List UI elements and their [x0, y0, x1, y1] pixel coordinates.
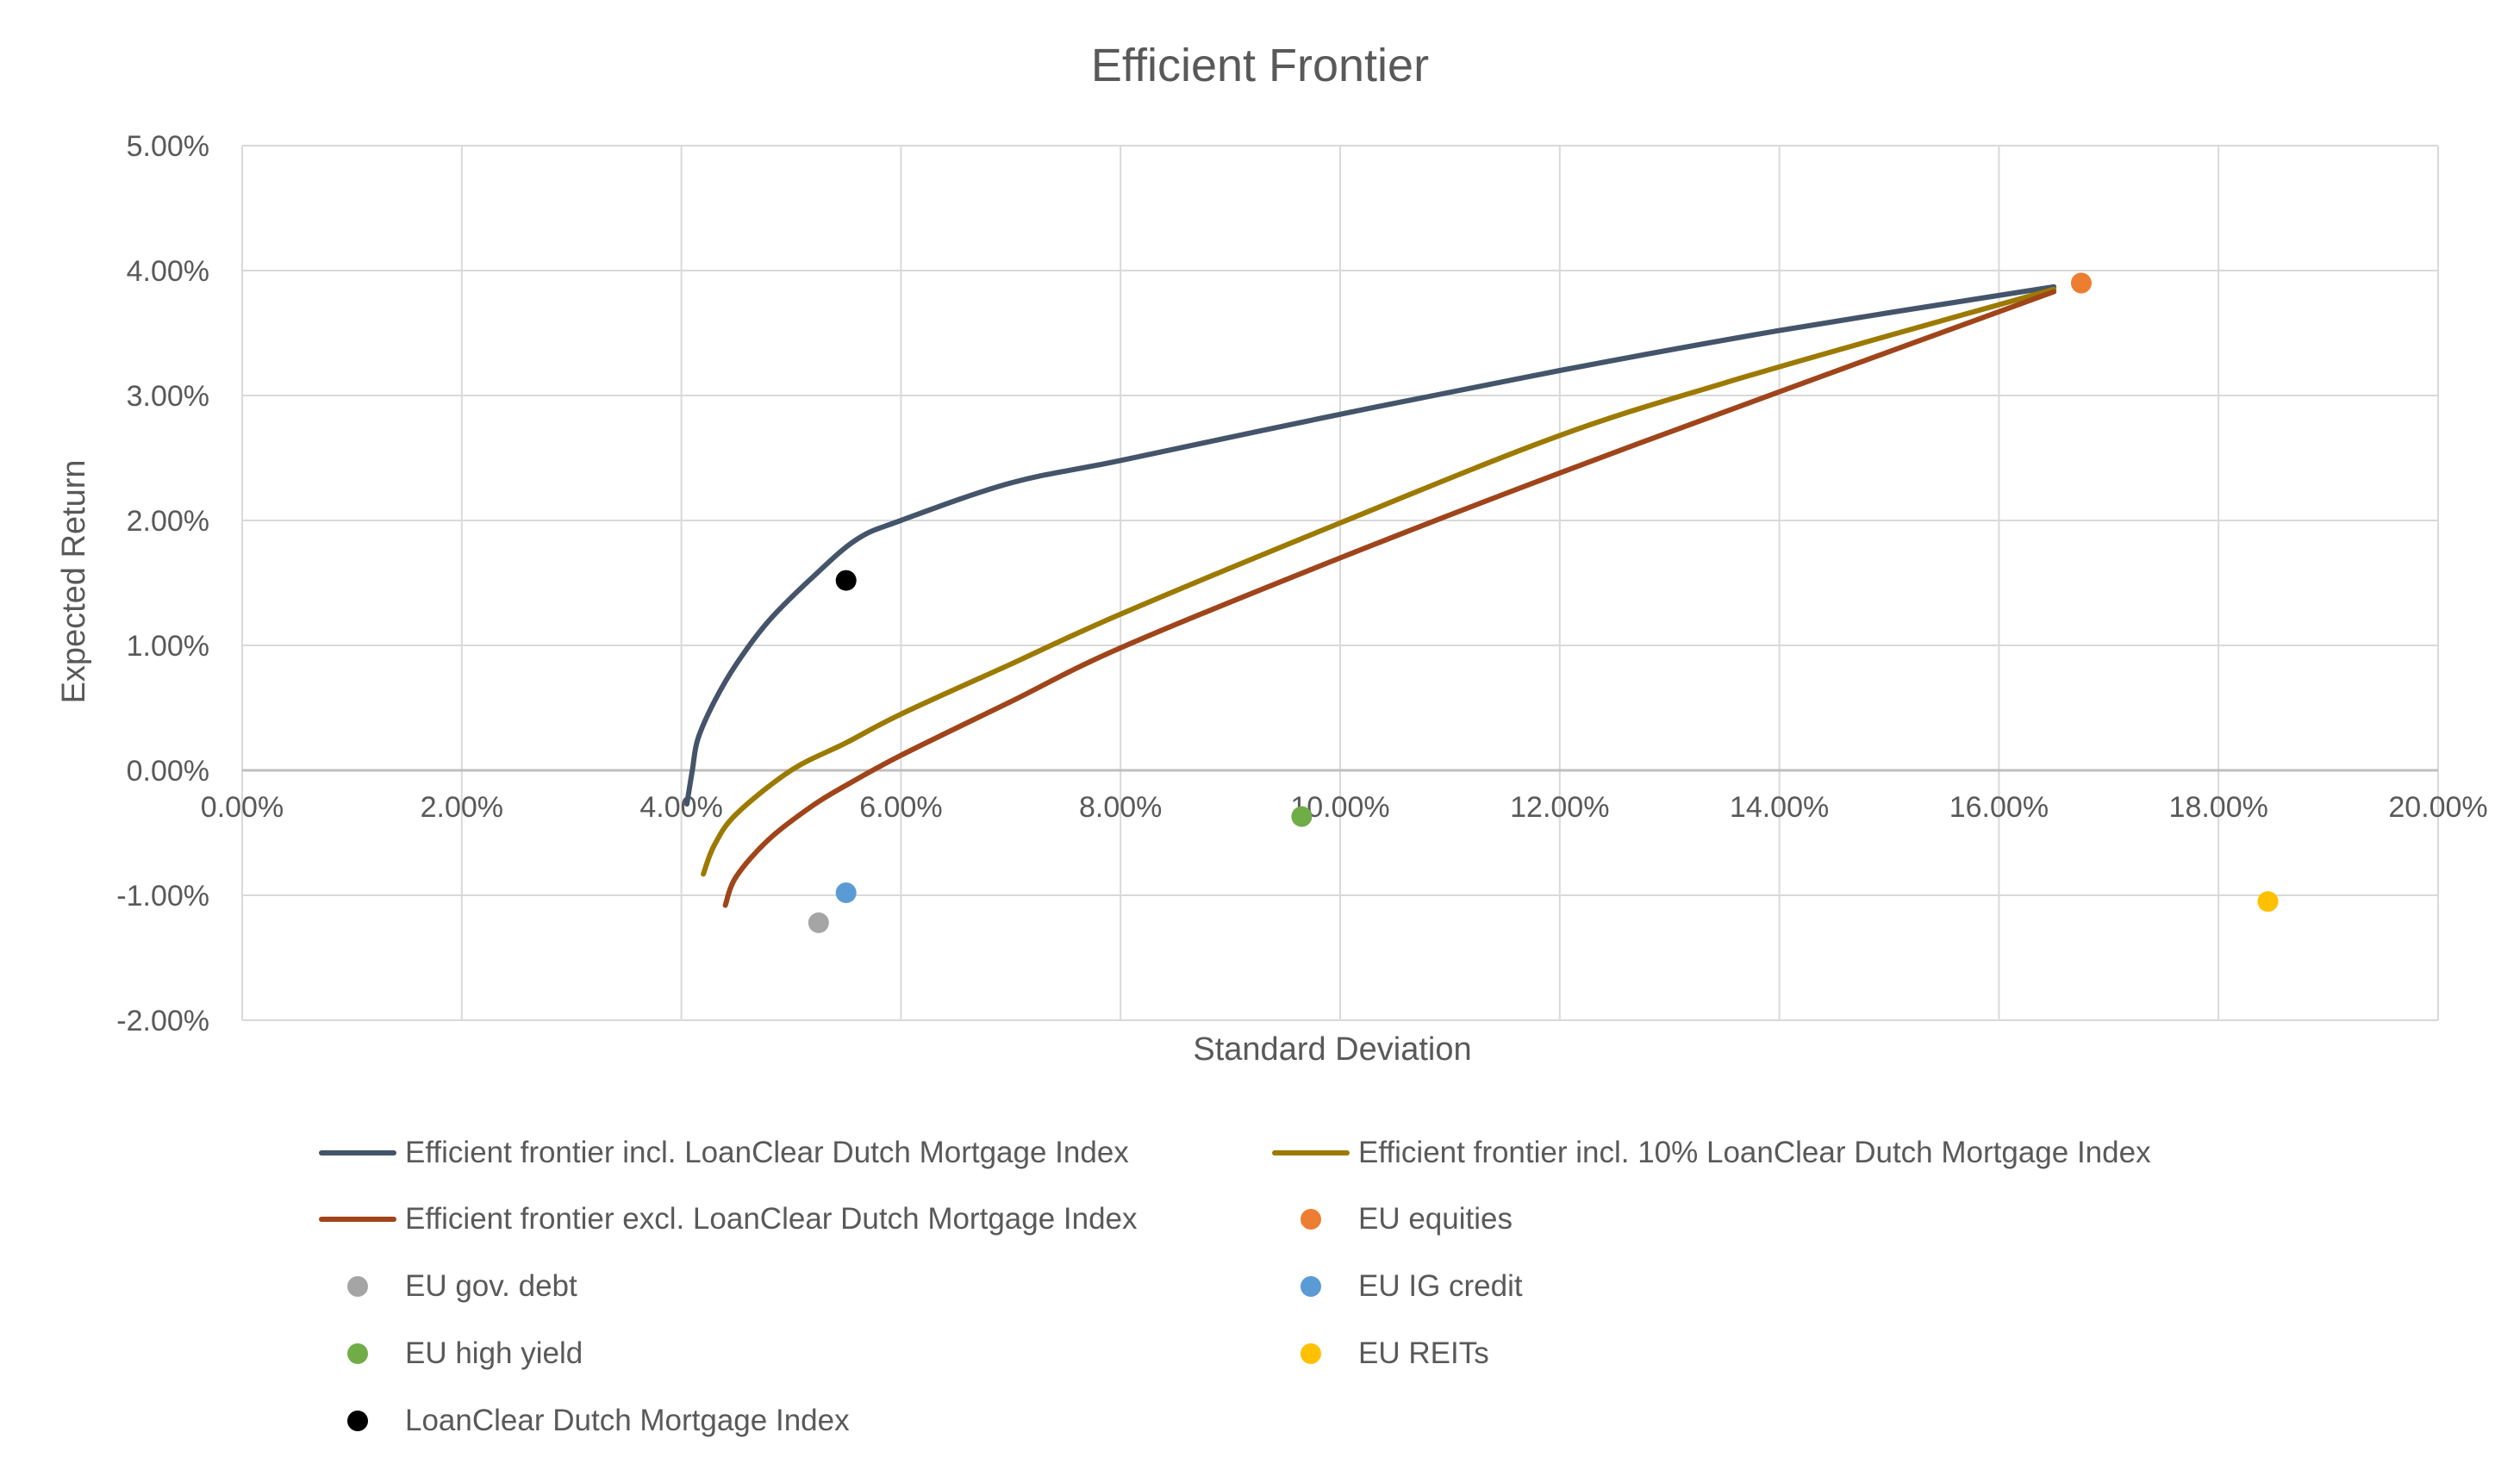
x-tick-label: 18.00%: [2169, 791, 2268, 824]
y-tick-label: 5.00%: [127, 130, 209, 163]
y-tick-label: 3.00%: [127, 380, 209, 413]
x-tick-label: 4.00%: [639, 791, 722, 824]
data-point-8: [835, 570, 857, 591]
data-point-3: [2070, 272, 2092, 294]
axis-ticks: 0.00% 2.00% 4.00% 6.00% 8.00% 10.00% 12.00% 14.…: [116, 130, 2487, 1037]
data-point-4: [808, 912, 829, 933]
x-tick-label: 16.00%: [1949, 791, 2049, 824]
y-tick-label: 2.00%: [127, 505, 209, 538]
x-tick-label: 14.00%: [1730, 791, 1829, 824]
grid: [241, 145, 2439, 1021]
series-layer: [684, 272, 2279, 933]
x-axis-label: Standard Deviation: [1193, 1031, 1471, 1068]
x-tick-label: 2.00%: [421, 791, 503, 824]
x-tick-label: 0.00%: [201, 791, 284, 824]
chart-title: Efficient Frontier: [1091, 40, 1429, 91]
x-tick-label: 6.00%: [859, 791, 942, 824]
y-tick-label: 1.00%: [127, 630, 209, 663]
x-tick-label: 8.00%: [1079, 791, 1162, 824]
data-point-6: [1291, 806, 1313, 827]
x-tick-label: 20.00%: [2388, 791, 2487, 824]
y-tick-label: 4.00%: [127, 255, 209, 288]
data-point-7: [2257, 891, 2279, 913]
data-point-5: [835, 882, 857, 904]
series-line-2: [722, 289, 2057, 908]
y-tick-label: 0.00%: [127, 755, 209, 788]
y-axis-label: Expected Return: [56, 459, 92, 703]
y-tick-label: -2.00%: [116, 1005, 209, 1037]
x-tick-label: 12.00%: [1510, 791, 1609, 824]
series-line-1: [701, 286, 2057, 877]
y-tick-label: -1.00%: [116, 880, 209, 913]
series-line-0: [684, 283, 2057, 807]
